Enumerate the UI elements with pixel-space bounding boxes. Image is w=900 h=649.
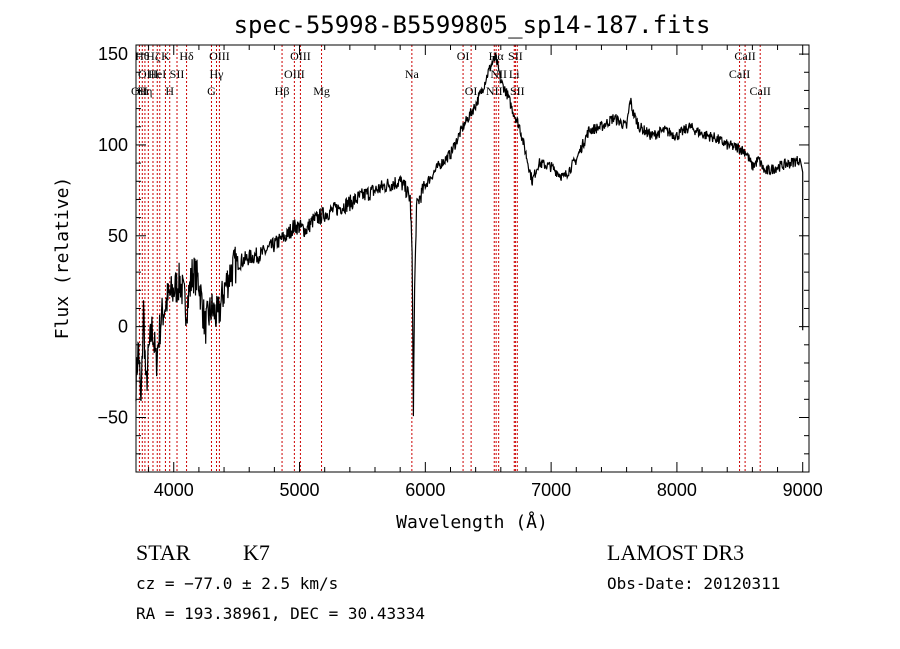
- line-label-11: G: [207, 84, 216, 98]
- line-label-27: CaII: [729, 67, 750, 81]
- x-tick-label: 7000: [531, 480, 571, 500]
- line-label-17: Mg: [313, 84, 330, 98]
- line-label-28: CaII: [734, 49, 755, 63]
- x-tick-label: 5000: [280, 480, 320, 500]
- survey-name: LAMOST DR3: [607, 540, 744, 565]
- line-label-23: NII: [490, 67, 507, 81]
- x-axis-ticks: 4000 5000 6000 7000 8000 9000: [148, 45, 823, 500]
- y-tick-label: 150: [98, 44, 128, 64]
- line-label-12: Hγ: [210, 67, 225, 81]
- line-label-13: OIII: [209, 49, 230, 63]
- line-label-2: Hη: [137, 84, 152, 98]
- y-tick-label: 0: [118, 317, 128, 337]
- redshift-velocity: cz = −77.0 ± 2.5 km/s: [136, 574, 338, 593]
- plot-frame: [135, 44, 810, 473]
- line-label-18: Na: [405, 67, 420, 81]
- y-axis-label: Flux (relative): [52, 177, 73, 340]
- line-label-21: NII: [486, 84, 503, 98]
- line-label-24: Li: [509, 67, 520, 81]
- x-tick-label: 6000: [405, 480, 445, 500]
- chart-title: spec-55998-B5599805_sp14-187.fits: [234, 11, 711, 39]
- line-label-8: H: [165, 84, 174, 98]
- line-label-20: OI: [465, 84, 478, 98]
- x-tick-label: 8000: [657, 480, 697, 500]
- line-label-25: SII: [508, 49, 523, 63]
- line-label-15: OIII: [284, 67, 305, 81]
- x-tick-label: 4000: [154, 480, 194, 500]
- line-label-26: SII: [510, 84, 525, 98]
- line-label-4: Hζ: [146, 49, 160, 63]
- object-class: STAR: [136, 540, 191, 565]
- line-label-9: SII: [170, 67, 185, 81]
- sky-coordinates: RA = 193.38961, DEC = 30.43334: [136, 604, 425, 623]
- object-subclass: K7: [243, 540, 270, 565]
- line-label-10: Hδ: [179, 49, 194, 63]
- line-label-29: CaII: [750, 84, 771, 98]
- y-tick-label: 100: [98, 135, 128, 155]
- line-label-7: K: [161, 49, 170, 63]
- y-tick-label: 50: [108, 226, 128, 246]
- line-label-19: OI: [457, 49, 470, 63]
- line-label-1: Hθ: [135, 49, 150, 63]
- observation-date: Obs-Date: 20120311: [607, 574, 780, 593]
- y-tick-label: −50: [97, 407, 128, 427]
- flux-series-line: [135, 53, 804, 417]
- line-label-16: OIII: [290, 49, 311, 63]
- line-label-14: Hβ: [275, 84, 290, 98]
- spectral-line-labels: OII Hθ Hη OIII Hζ HeI K H SII Hδ G Hγ OIII Hβ OIII OIII…: [131, 49, 771, 98]
- line-label-3: OIII: [138, 67, 159, 81]
- y-axis-ticks: −50 0 50 100 150: [97, 44, 809, 473]
- x-tick-label: 9000: [783, 480, 823, 500]
- line-label-5: HeI: [148, 67, 166, 81]
- line-label-0: OII: [131, 84, 148, 98]
- x-axis-label: Wavelength (Å): [396, 511, 548, 533]
